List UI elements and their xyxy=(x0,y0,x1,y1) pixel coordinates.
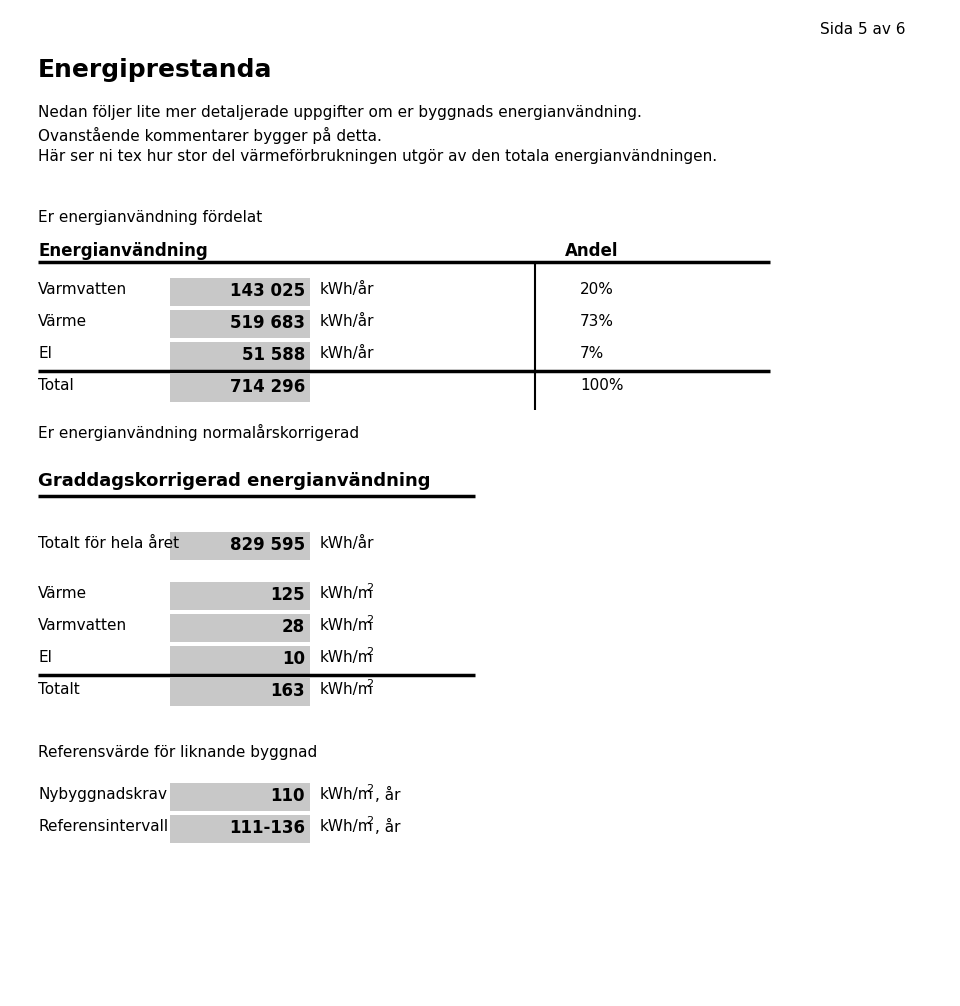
Text: kWh/m: kWh/m xyxy=(320,650,373,665)
Text: Värme: Värme xyxy=(38,586,87,601)
Text: 10: 10 xyxy=(282,650,305,668)
Text: 2: 2 xyxy=(366,615,373,625)
Text: Nedan följer lite mer detaljerade uppgifter om er byggnads energianvändning.: Nedan följer lite mer detaljerade uppgif… xyxy=(38,105,642,120)
Text: kWh/år: kWh/år xyxy=(320,282,374,297)
Text: 829 595: 829 595 xyxy=(229,536,305,554)
Text: 73%: 73% xyxy=(580,314,614,329)
Text: Er energianvändning normalårskorrigerad: Er energianvändning normalårskorrigerad xyxy=(38,424,359,441)
Text: , år: , år xyxy=(375,819,400,835)
Bar xyxy=(170,532,310,560)
Text: 2: 2 xyxy=(366,647,373,657)
Text: Referensintervall: Referensintervall xyxy=(38,819,168,834)
Text: Energianvändning: Energianvändning xyxy=(38,242,207,260)
Text: , år: , år xyxy=(375,787,400,803)
Text: kWh/m: kWh/m xyxy=(320,787,373,802)
Bar xyxy=(170,310,310,338)
Text: 110: 110 xyxy=(271,787,305,805)
Text: kWh/m: kWh/m xyxy=(320,682,373,697)
Text: Totalt för hela året: Totalt för hela året xyxy=(38,536,180,551)
Text: 7%: 7% xyxy=(580,346,604,361)
Text: 163: 163 xyxy=(271,682,305,700)
Text: kWh/m: kWh/m xyxy=(320,586,373,601)
Text: 28: 28 xyxy=(282,618,305,636)
Text: Här ser ni tex hur stor del värmeförbrukningen utgör av den totala energianvändn: Här ser ni tex hur stor del värmeförbruk… xyxy=(38,149,717,164)
Text: 714 296: 714 296 xyxy=(229,378,305,396)
Text: Varmvatten: Varmvatten xyxy=(38,618,127,633)
Bar xyxy=(170,815,310,843)
Text: 2: 2 xyxy=(366,679,373,689)
Text: kWh/år: kWh/år xyxy=(320,346,374,361)
Text: 111-136: 111-136 xyxy=(229,819,305,837)
Text: kWh/m: kWh/m xyxy=(320,618,373,633)
Text: 143 025: 143 025 xyxy=(229,282,305,300)
Text: kWh/m: kWh/m xyxy=(320,819,373,834)
Text: Referensvärde för liknande byggnad: Referensvärde för liknande byggnad xyxy=(38,745,317,760)
Text: Er energianvändning fördelat: Er energianvändning fördelat xyxy=(38,210,262,225)
Text: kWh/år: kWh/år xyxy=(320,314,374,329)
Text: Nybyggnadskrav: Nybyggnadskrav xyxy=(38,787,167,802)
Text: 2: 2 xyxy=(366,816,373,826)
Bar xyxy=(170,614,310,642)
Text: Energiprestanda: Energiprestanda xyxy=(38,58,273,82)
Bar xyxy=(170,582,310,610)
Text: Ovanstående kommentarer bygger på detta.: Ovanstående kommentarer bygger på detta. xyxy=(38,127,382,144)
Text: 2: 2 xyxy=(366,784,373,794)
Text: 20%: 20% xyxy=(580,282,613,297)
Text: El: El xyxy=(38,650,52,665)
Text: 125: 125 xyxy=(271,586,305,604)
Text: Graddagskorrigerad energianvändning: Graddagskorrigerad energianvändning xyxy=(38,472,430,490)
Bar xyxy=(170,678,310,706)
Text: 100%: 100% xyxy=(580,378,623,393)
Text: Totalt: Totalt xyxy=(38,682,80,697)
Text: 519 683: 519 683 xyxy=(230,314,305,332)
Text: 51 588: 51 588 xyxy=(242,346,305,364)
Bar xyxy=(170,783,310,811)
Text: Varmvatten: Varmvatten xyxy=(38,282,127,297)
Text: kWh/år: kWh/år xyxy=(320,536,374,551)
Bar xyxy=(170,342,310,370)
Bar xyxy=(170,278,310,306)
Text: Värme: Värme xyxy=(38,314,87,329)
Text: Total: Total xyxy=(38,378,74,393)
Text: Sida 5 av 6: Sida 5 av 6 xyxy=(820,22,905,37)
Text: El: El xyxy=(38,346,52,361)
Text: Andel: Andel xyxy=(565,242,618,260)
Bar xyxy=(170,646,310,674)
Bar xyxy=(170,374,310,402)
Text: 2: 2 xyxy=(366,583,373,593)
